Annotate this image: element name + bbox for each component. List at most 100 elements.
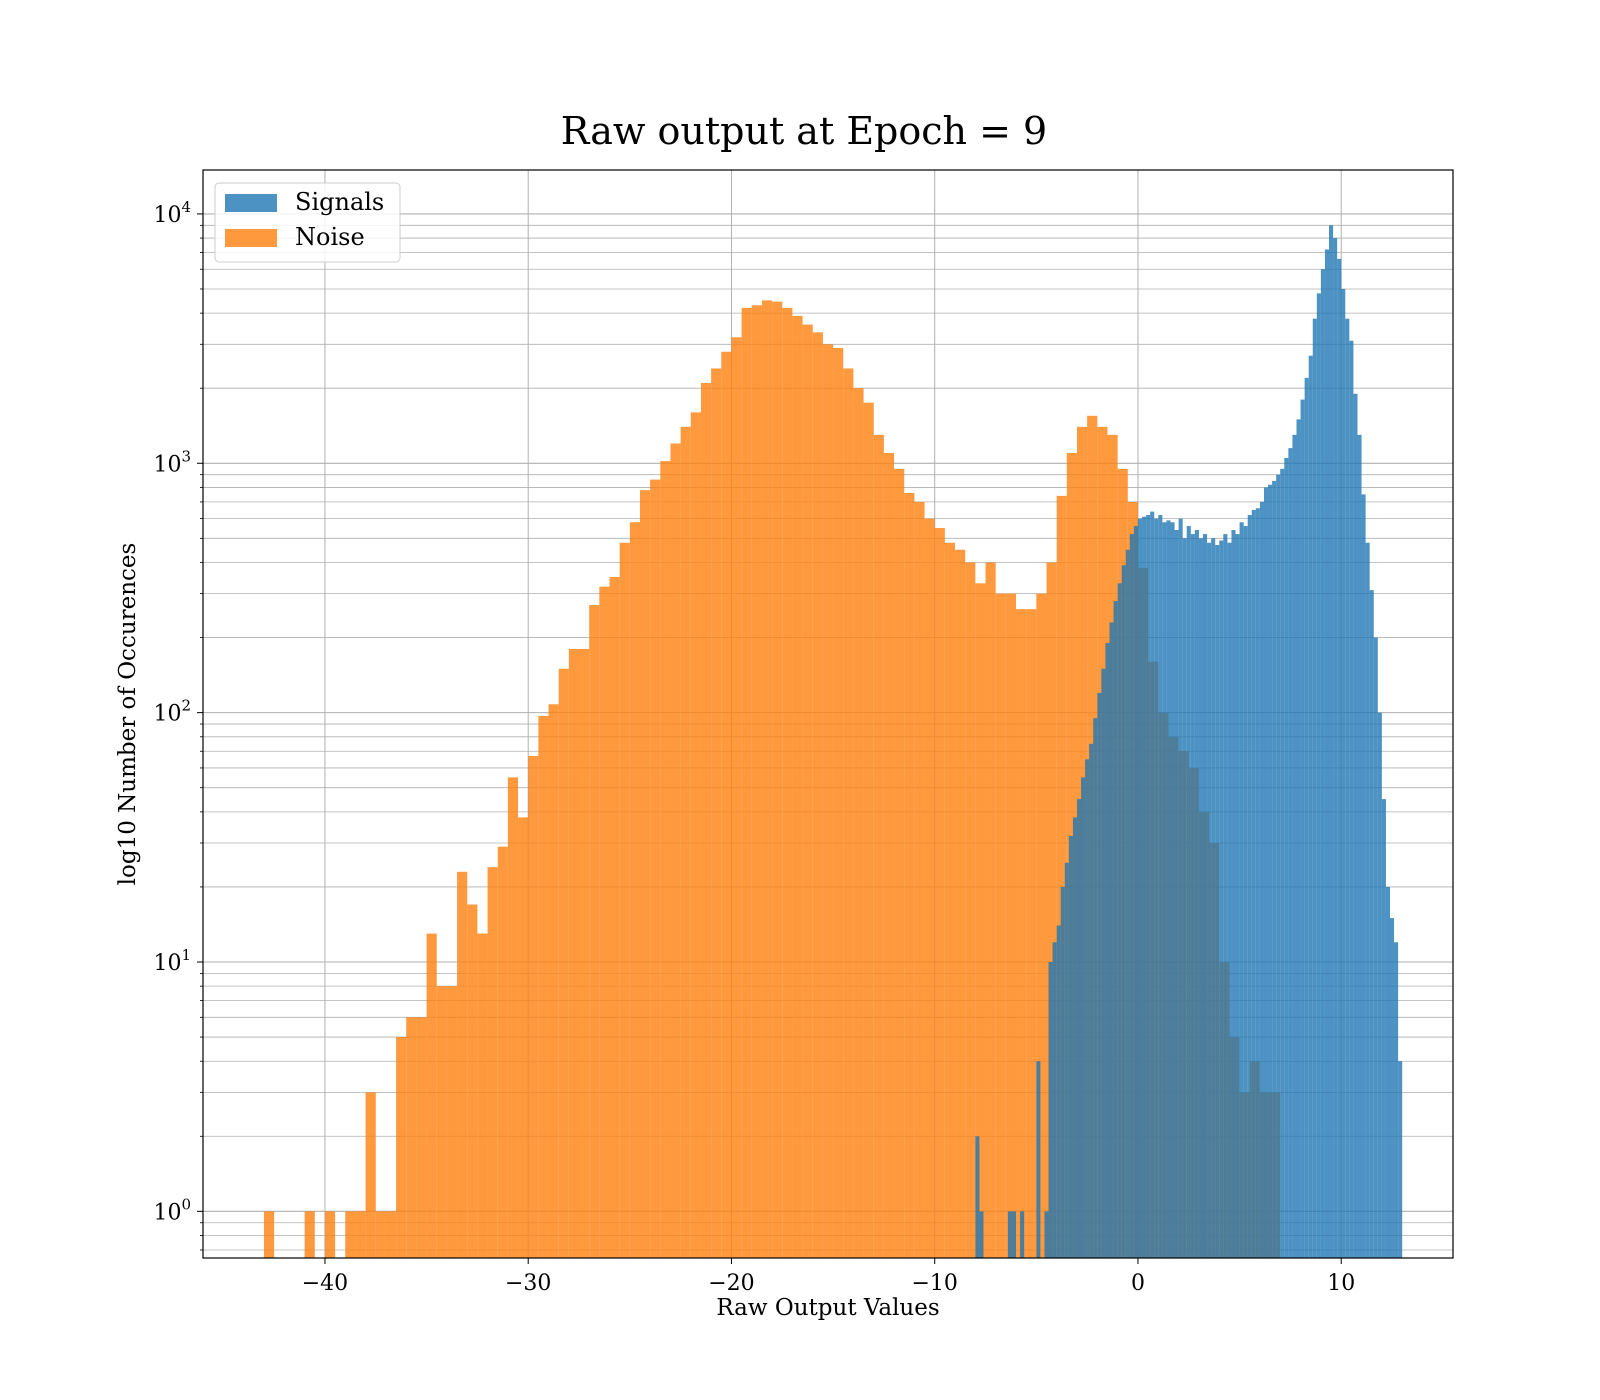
y-axis-ticks: 100 101 102 103 104: [153, 198, 203, 1251]
signals-bar: [1296, 419, 1301, 1259]
noise-bar: [1026, 609, 1037, 1258]
y-tick-label: 100: [153, 1195, 191, 1225]
noise-bar: [324, 1211, 336, 1258]
signals-bar: [1150, 511, 1155, 1258]
noise-bar: [680, 426, 691, 1258]
signals-bar: [1129, 534, 1134, 1258]
chart-title: Raw output at Epoch = 9: [561, 109, 1047, 153]
signals-bar: [1389, 918, 1395, 1258]
noise-bar: [568, 648, 580, 1258]
noise-bar: [406, 1017, 417, 1258]
noise-bar: [955, 549, 966, 1258]
signals-bar: [1020, 1211, 1025, 1258]
noise-bar: [914, 501, 925, 1258]
x-tick-label: −30: [505, 1271, 551, 1296]
noise-bar: [670, 443, 681, 1258]
signals-bar: [1333, 238, 1338, 1259]
noise-bar: [304, 1211, 315, 1258]
noise-bar: [497, 846, 508, 1258]
signals-bar: [1243, 526, 1248, 1258]
noise-bar: [904, 492, 915, 1258]
signals-bar: [1154, 518, 1159, 1258]
signals-bar: [1044, 1211, 1049, 1258]
signals-bar: [1174, 529, 1179, 1258]
noise-bar: [822, 344, 834, 1259]
noise-bar: [700, 382, 712, 1258]
signals-bar: [1113, 601, 1118, 1258]
noise-bar: [538, 715, 549, 1258]
noise-bar: [1046, 562, 1057, 1258]
noise-bar: [1005, 593, 1017, 1258]
signals-bar: [1308, 355, 1313, 1258]
noise-bar: [629, 522, 640, 1258]
noise-bar: [761, 300, 773, 1259]
signals-bar: [1068, 836, 1073, 1258]
signals-bar: [1166, 520, 1171, 1258]
signals-bar: [1349, 340, 1354, 1258]
signals-bar: [1097, 692, 1102, 1258]
noise-bar: [792, 315, 803, 1258]
noise-bar: [365, 1092, 376, 1258]
noise-bar: [436, 986, 447, 1258]
noise-bar: [599, 586, 610, 1258]
noise-bar: [995, 593, 1006, 1258]
signals-bar: [1101, 668, 1106, 1258]
x-tick-label: −10: [911, 1271, 957, 1296]
noise-bar: [477, 933, 488, 1258]
signals-bar: [1300, 399, 1305, 1258]
noise-bar: [802, 324, 813, 1258]
noise-bar: [385, 1211, 397, 1258]
signals-bar: [1162, 522, 1167, 1258]
signals-bar: [1394, 942, 1399, 1258]
noise-bar: [894, 468, 905, 1258]
signals-bar: [1353, 393, 1358, 1258]
signals-bar: [1284, 457, 1289, 1258]
noise-bar: [1036, 593, 1047, 1258]
noise-bar: [416, 1017, 427, 1258]
noise-bar: [812, 332, 823, 1259]
signals-bar: [1223, 534, 1228, 1258]
noise-bar: [589, 605, 600, 1258]
signals-bar: [1304, 377, 1309, 1259]
signals-bar: [1357, 434, 1362, 1259]
signals-bar: [1215, 545, 1220, 1258]
signals-bar: [1341, 288, 1346, 1258]
signals-bar: [1324, 249, 1330, 1258]
signals-bars: [975, 225, 1403, 1259]
noise-bar: [873, 434, 884, 1259]
signals-bar: [1158, 515, 1163, 1258]
signals-bar: [1089, 743, 1094, 1258]
signals-bar: [1060, 886, 1065, 1258]
noise-bar: [782, 307, 793, 1258]
signals-bar: [1320, 269, 1325, 1259]
signals-bar: [1137, 518, 1143, 1258]
x-tick-label: 0: [1131, 1271, 1145, 1296]
signals-bar: [1146, 515, 1151, 1258]
noise-bar: [731, 337, 742, 1258]
signals-bar: [1007, 1211, 1012, 1258]
noise-bar: [833, 347, 844, 1259]
noise-bar: [457, 871, 468, 1258]
signals-bar: [1235, 534, 1240, 1258]
x-axis-label: Raw Output Values: [716, 1295, 939, 1321]
signals-bar: [1198, 538, 1203, 1258]
noise-bar: [609, 576, 620, 1258]
noise-bar: [772, 301, 783, 1258]
noise-bar: [396, 1037, 407, 1258]
signals-bar: [975, 1136, 980, 1258]
signals-bar: [1227, 542, 1232, 1258]
signals-bar: [1259, 501, 1264, 1258]
signals-bar: [1036, 1061, 1041, 1258]
noise-bar: [345, 1211, 356, 1258]
plot-frame: [202, 169, 1454, 1259]
signals-bar: [1276, 474, 1281, 1258]
signals-bar: [1072, 817, 1077, 1258]
y-tick-label: 101: [153, 946, 191, 976]
noise-bar: [263, 1211, 275, 1258]
signals-bar: [1093, 718, 1098, 1258]
signals-bar: [1048, 961, 1053, 1258]
noise-bar: [518, 817, 529, 1258]
signals-bar: [1316, 293, 1321, 1258]
noise-bar: [375, 1211, 386, 1258]
